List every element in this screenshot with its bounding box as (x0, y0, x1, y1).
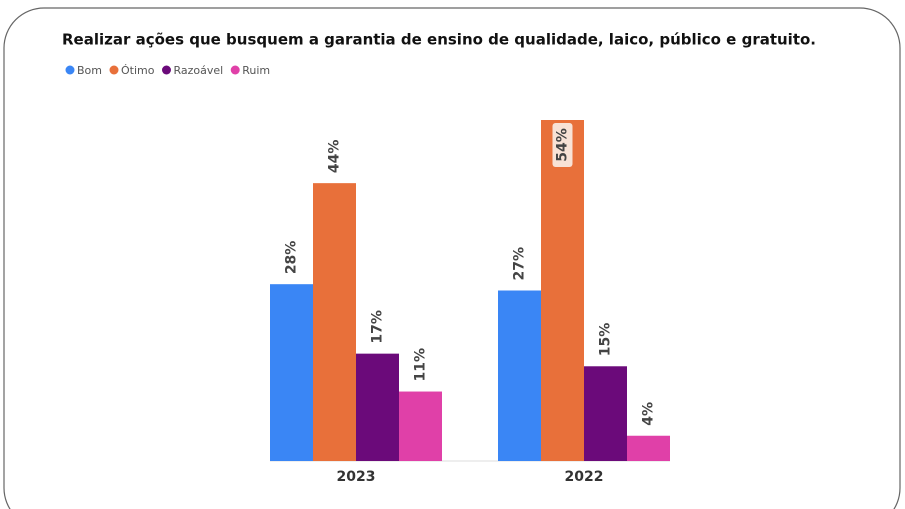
bar (270, 284, 313, 461)
value-label: 28% (284, 241, 300, 275)
value-label-group: 54% (552, 123, 573, 167)
bar (313, 183, 356, 462)
value-label-group: 27% (512, 247, 528, 281)
chart-title: Realizar ações que busquem a garantia de… (62, 31, 816, 49)
value-label-group: 17% (370, 310, 386, 344)
value-label: 44% (327, 140, 343, 174)
value-label: 54% (555, 128, 571, 162)
value-label: 27% (512, 247, 528, 281)
value-label-group: 4% (641, 402, 657, 426)
value-label: 11% (413, 348, 429, 382)
bar (498, 290, 541, 461)
value-label: 17% (370, 310, 386, 344)
value-label: 4% (641, 402, 657, 426)
legend-label: Ruim (242, 64, 270, 77)
bar (541, 120, 584, 461)
value-label-group: 11% (413, 348, 429, 382)
bar (399, 391, 442, 461)
legend-swatch (109, 65, 119, 75)
value-label-group: 28% (284, 241, 300, 275)
bar (356, 353, 399, 461)
legend-label: Bom (77, 64, 102, 77)
value-label-bg (552, 123, 573, 167)
value-label-group: 44% (327, 140, 343, 174)
legend-label: Ótimo (121, 64, 155, 77)
value-label: 15% (598, 323, 614, 357)
bar (584, 366, 627, 461)
legend-swatch (161, 65, 171, 75)
x-tick-label: 2023 (337, 469, 376, 485)
value-label-group: 15% (598, 323, 614, 357)
legend-label: Razoável (173, 64, 223, 77)
legend-swatch (230, 65, 240, 75)
legend-swatch (65, 65, 75, 75)
bar (627, 435, 670, 461)
x-tick-label: 2022 (565, 469, 604, 485)
card (3, 7, 901, 509)
